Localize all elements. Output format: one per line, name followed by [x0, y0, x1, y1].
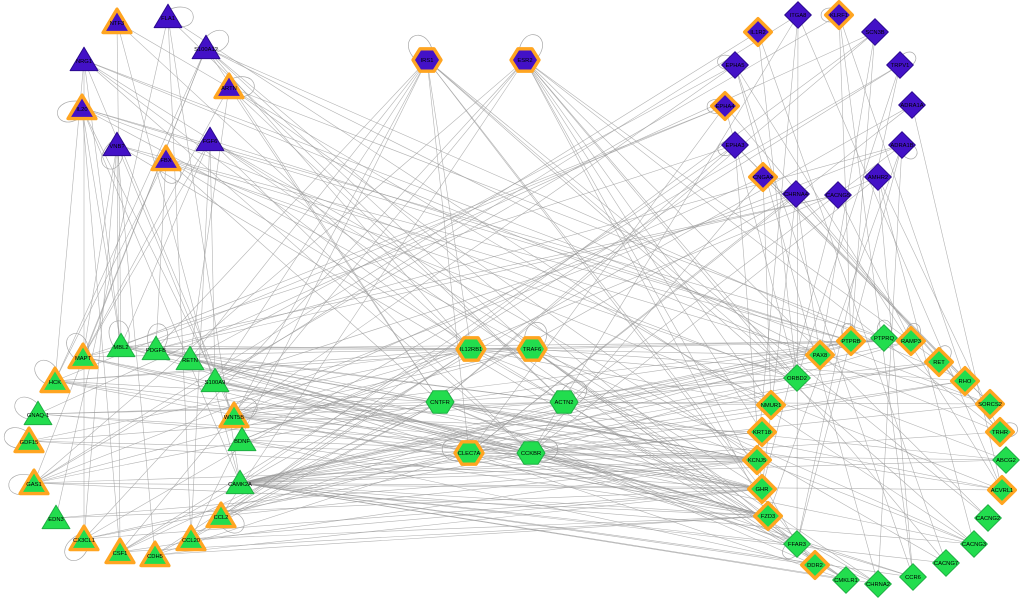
svg-text:GHR: GHR	[756, 487, 769, 493]
svg-text:ACTN2: ACTN2	[554, 400, 573, 406]
svg-text:PTPRB: PTPRB	[841, 339, 860, 345]
svg-text:PAX8: PAX8	[813, 353, 827, 359]
svg-text:GAS1: GAS1	[26, 482, 41, 488]
svg-text:IL20: IL20	[76, 107, 87, 113]
svg-text:TRHR: TRHR	[992, 430, 1008, 436]
svg-text:ADRA1B: ADRA1B	[890, 143, 913, 149]
svg-text:TRPV1: TRPV1	[891, 63, 910, 69]
svg-text:ARTN: ARTN	[221, 86, 237, 92]
svg-text:SORCS2: SORCS2	[978, 402, 1002, 408]
svg-text:IRS1: IRS1	[421, 58, 434, 64]
svg-text:NMUR1: NMUR1	[761, 403, 782, 409]
svg-text:GNAQ-1: GNAQ-1	[27, 413, 49, 419]
svg-text:NRG1: NRG1	[76, 59, 92, 65]
svg-text:EDN3: EDN3	[48, 517, 63, 523]
svg-text:CACNG7: CACNG7	[934, 561, 958, 567]
svg-text:FBX: FBX	[160, 158, 171, 164]
svg-text:CLEC7A: CLEC7A	[458, 451, 481, 457]
svg-text:EPHA3: EPHA3	[725, 143, 744, 149]
svg-text:CDH5: CDH5	[147, 554, 163, 560]
svg-text:FGF6: FGF6	[203, 139, 218, 145]
svg-text:CCL20: CCL20	[182, 538, 200, 544]
svg-text:PDGFB: PDGFB	[146, 348, 166, 354]
svg-text:CNGA4: CNGA4	[753, 175, 774, 181]
svg-text:CMKLR1: CMKLR1	[834, 578, 858, 584]
svg-text:RET: RET	[933, 360, 945, 366]
svg-text:IL1R2: IL1R2	[750, 30, 765, 36]
svg-text:NTF3: NTF3	[110, 21, 125, 27]
svg-text:WNT5B: WNT5B	[224, 415, 244, 421]
svg-text:GDF15: GDF15	[20, 440, 39, 446]
svg-text:RHO: RHO	[959, 379, 972, 385]
svg-text:CAMK2A: CAMK2A	[228, 482, 252, 488]
svg-text:S100A12: S100A12	[194, 47, 218, 53]
svg-text:CNTFR: CNTFR	[430, 400, 450, 406]
svg-text:FZD3: FZD3	[761, 514, 776, 520]
svg-text:BDNF: BDNF	[234, 439, 250, 445]
svg-text:RETN: RETN	[182, 358, 198, 364]
svg-text:CCKBR: CCKBR	[521, 451, 541, 457]
svg-text:ADRA1A: ADRA1A	[900, 103, 923, 109]
svg-text:ITGA8: ITGA8	[790, 13, 807, 19]
svg-text:FFAR3: FFAR3	[788, 542, 806, 548]
svg-text:ORBD2: ORBD2	[787, 376, 807, 382]
svg-text:MAPT: MAPT	[75, 356, 92, 362]
svg-text:ACVRL1: ACVRL1	[991, 488, 1014, 494]
svg-text:HCK: HCK	[49, 380, 61, 386]
svg-text:CACNG3: CACNG3	[962, 542, 986, 548]
svg-text:ABCG2: ABCG2	[996, 458, 1016, 464]
svg-text:AMHR2: AMHR2	[868, 175, 888, 181]
svg-text:S100A9: S100A9	[205, 380, 226, 386]
svg-text:CHRNA4: CHRNA4	[784, 192, 809, 198]
svg-text:KRT18: KRT18	[753, 430, 771, 436]
svg-text:CX3CL1: CX3CL1	[73, 538, 95, 544]
svg-text:EPHA4: EPHA4	[715, 104, 735, 110]
svg-text:RAMP3: RAMP3	[901, 339, 921, 345]
svg-text:PTPRQ: PTPRQ	[874, 336, 894, 342]
svg-text:CCL2: CCL2	[214, 515, 229, 521]
svg-text:KLRF1: KLRF1	[830, 13, 848, 19]
svg-text:ESR2: ESR2	[517, 58, 532, 64]
svg-text:SCN3B: SCN3B	[865, 30, 884, 36]
svg-text:EPHA5: EPHA5	[725, 63, 744, 69]
svg-text:CHRNA2: CHRNA2	[866, 582, 890, 588]
svg-text:KCNJ5: KCNJ5	[748, 458, 766, 464]
svg-text:TRAF6: TRAF6	[523, 347, 541, 353]
svg-text:CACNG2: CACNG2	[976, 516, 1000, 522]
svg-text:MBL2: MBL2	[113, 345, 128, 351]
svg-text:CSF1: CSF1	[113, 551, 128, 557]
svg-text:FLA1: FLA1	[161, 16, 175, 22]
svg-text:IL12RB1: IL12RB1	[460, 347, 483, 353]
svg-text:CCR6: CCR6	[905, 575, 921, 581]
svg-text:CACNG5: CACNG5	[826, 193, 850, 199]
svg-text:DDR2: DDR2	[807, 563, 823, 569]
svg-text:VNB?: VNB?	[109, 144, 125, 150]
